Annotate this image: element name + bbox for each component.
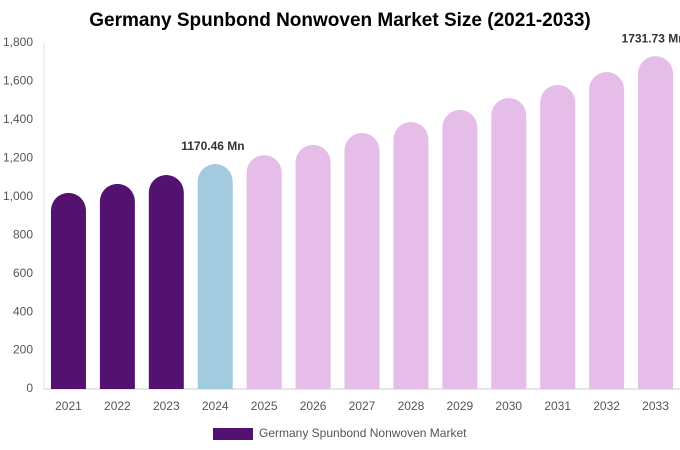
bar	[295, 144, 331, 389]
x-tick-label: 2023	[153, 399, 180, 413]
bar	[50, 192, 86, 389]
y-tick-label: 1,200	[3, 151, 33, 165]
value-label: 1170.46 Mn	[181, 139, 244, 153]
x-tick-label: 2027	[349, 399, 376, 413]
y-tick-label: 400	[13, 304, 33, 318]
legend-swatch	[213, 428, 253, 440]
legend-label: Germany Spunbond Nonwoven Market	[259, 426, 467, 440]
bar	[442, 109, 478, 389]
y-tick-label: 0	[26, 381, 33, 395]
x-tick-label: 2025	[251, 399, 278, 413]
x-tick-label: 2033	[642, 399, 669, 413]
y-tick-label: 1,000	[3, 189, 33, 203]
y-tick-label: 1,400	[3, 112, 33, 126]
y-tick-label: 800	[13, 227, 33, 241]
x-tick-label: 2026	[300, 399, 327, 413]
bar	[246, 155, 282, 389]
bar	[393, 122, 429, 389]
bar	[589, 72, 625, 389]
bar	[491, 97, 527, 389]
bar	[638, 56, 674, 389]
y-tick-label: 1,800	[3, 35, 33, 49]
value-label: 1731.73 Mn	[622, 31, 680, 45]
x-tick-label: 2029	[446, 399, 473, 413]
y-tick-label: 600	[13, 266, 33, 280]
chart-title: Germany Spunbond Nonwoven Market Size (2…	[89, 10, 591, 31]
bar	[99, 183, 135, 389]
x-tick-label: 2032	[593, 399, 620, 413]
x-tick-label: 2024	[202, 399, 229, 413]
x-tick-label: 2030	[495, 399, 522, 413]
y-tick-label: 200	[13, 343, 33, 357]
bar	[197, 164, 233, 389]
x-tick-label: 2031	[544, 399, 571, 413]
y-tick-label: 1,600	[3, 74, 33, 88]
bar	[148, 175, 184, 389]
x-tick-label: 2022	[104, 399, 131, 413]
bar	[540, 84, 576, 389]
x-tick-label: 2028	[398, 399, 425, 413]
x-tick-label: 2021	[55, 399, 82, 413]
bar	[344, 132, 380, 389]
